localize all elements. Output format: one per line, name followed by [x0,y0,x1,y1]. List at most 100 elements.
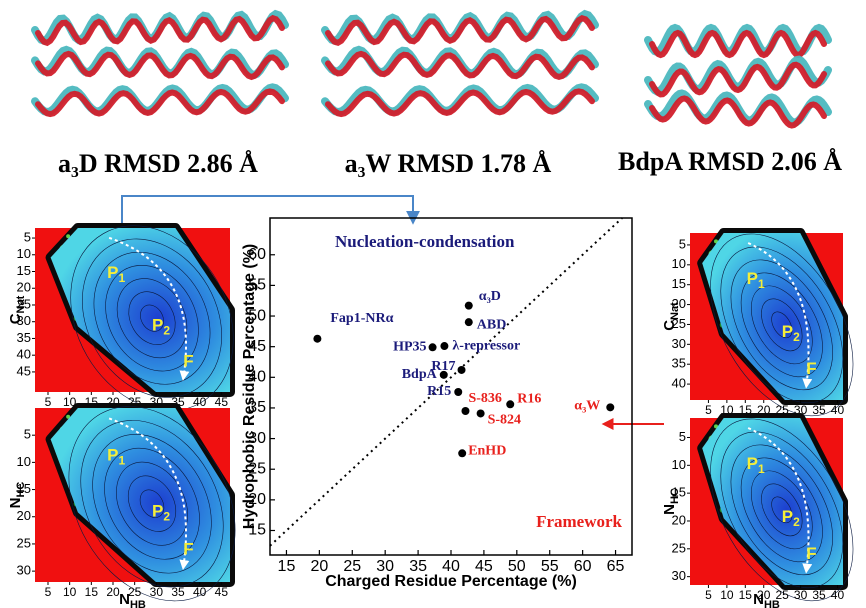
y-tick-label: 30 [17,563,31,578]
y-tick-label: 5 [679,429,686,444]
protein-structures [35,14,828,125]
y-tick-label: 30 [672,336,686,351]
point-label: α₃W [574,399,600,414]
map-label-main: F [183,352,193,371]
x-tick-label: 45 [215,395,229,409]
y-tick-label: 10 [17,454,31,469]
point-label: S-824 [488,413,521,428]
energy-map [681,394,866,608]
map-axis-label-main: N [7,498,24,509]
map-label-main: P [107,446,118,465]
x-tick-label: 10 [720,588,734,602]
map-axis-label-main: N [661,504,678,515]
map-label: F [183,540,193,559]
map-label-main: P [747,454,758,473]
point-label: α₃D [479,289,501,304]
map-axis-label-sub: Nat [669,302,681,320]
point-label: Fap1-NRα [330,311,393,326]
point [454,388,462,396]
y-tick-label: 25 [17,535,31,550]
map-axis-label-sub: HC [669,488,681,504]
point-label: R16 [517,391,541,406]
page: { "structures": [ {"caption": "a₃D RMSD … [0,0,866,608]
map-axis-label-sub: HB [764,599,780,608]
map-axis-label-sub: HC [15,482,27,498]
y-tick-label: 10 [17,246,31,261]
y-tick-label: 45 [17,363,31,378]
map-label-main: F [183,540,193,559]
point [506,400,514,408]
x-tick-label: 40 [831,403,845,417]
x-tick-label: 15 [278,558,296,575]
map-axis-label-main: N [753,591,764,608]
y-tick-label: 40 [17,347,31,362]
y-tick-label: 40 [672,376,686,391]
y-tick-label: 35 [672,356,686,371]
point [458,449,466,457]
x-tick-label: 35 [812,403,826,417]
y-tick-label: 5 [679,236,686,251]
map-label-sub: 1 [118,271,125,285]
y-tick-label: 5 [24,427,31,442]
point-label: λ-repressor [452,338,520,353]
point-label: EnHD [468,444,506,459]
x-tick-label: 5 [705,403,712,417]
map-label-main: F [806,359,816,378]
figure: a₃D RMSD 2.86 Å a₃W RMSD 1.78 Å BdpA RMS… [0,0,866,608]
x-tick-label: 20 [106,585,120,599]
structure-caption: a₃D RMSD 2.86 Å [58,149,258,178]
y-tick-label: 30 [672,568,686,583]
point [458,366,466,374]
map-label-sub: 2 [793,515,800,529]
point-label: R17 [431,359,455,374]
diagonal [270,218,622,546]
x-tick-label: 40 [193,585,207,599]
map-label-main: P [782,508,793,527]
point [461,407,469,415]
y-tick-label: 15 [17,263,31,278]
connector-arrow [122,196,413,224]
map-label: F [806,359,816,378]
x-tick-label: 30 [794,588,808,602]
map-label-sub: 2 [163,510,170,524]
map-axis-label-main: C [661,320,678,331]
y-tick-label: 25 [672,540,686,555]
map-label-sub: 2 [793,330,800,344]
map-axis-label: NHC [661,488,681,515]
y-tick-label: 35 [17,330,31,345]
x-tick-label: 45 [215,585,229,599]
map-label-sub: 1 [758,277,765,291]
map-axis-label-main: C [7,313,24,324]
x-tick-label: 15 [739,588,753,602]
point [465,318,473,326]
map-label-main: F [806,544,816,563]
x-tick-label: 25 [128,585,142,599]
point [440,342,448,350]
x-tick-label: 5 [705,588,712,602]
map-axis-label: CNat [7,295,27,324]
x-tick-label: 5 [45,585,52,599]
map-axis-label: CNat [661,302,681,331]
y-tick-label: 15 [672,276,686,291]
annotation: Nucleation-condensation [335,232,515,251]
map-label-sub: 1 [758,462,765,476]
point-label: ABD [477,317,507,332]
x-tick-label: 65 [607,558,625,575]
point [313,335,321,343]
annotation: Framework [536,512,622,531]
point-label: HP35 [393,340,426,355]
structure-caption: BdpA RMSD 2.06 Å [618,147,842,176]
map-label-main: P [747,269,758,288]
y-tick-label: 10 [672,457,686,472]
point [606,403,614,411]
x-tick-label: 10 [63,585,77,599]
x-axis-label: Charged Residue Percentage (%) [325,573,577,590]
y-tick-label: 20 [17,280,31,295]
x-tick-label: 40 [193,395,207,409]
y-tick-label: 10 [672,256,686,271]
map-label: F [806,544,816,563]
map-label-main: P [152,316,163,335]
y-tick-label: 20 [17,508,31,523]
x-tick-label: 30 [150,585,164,599]
x-tick-label: 5 [45,395,52,409]
